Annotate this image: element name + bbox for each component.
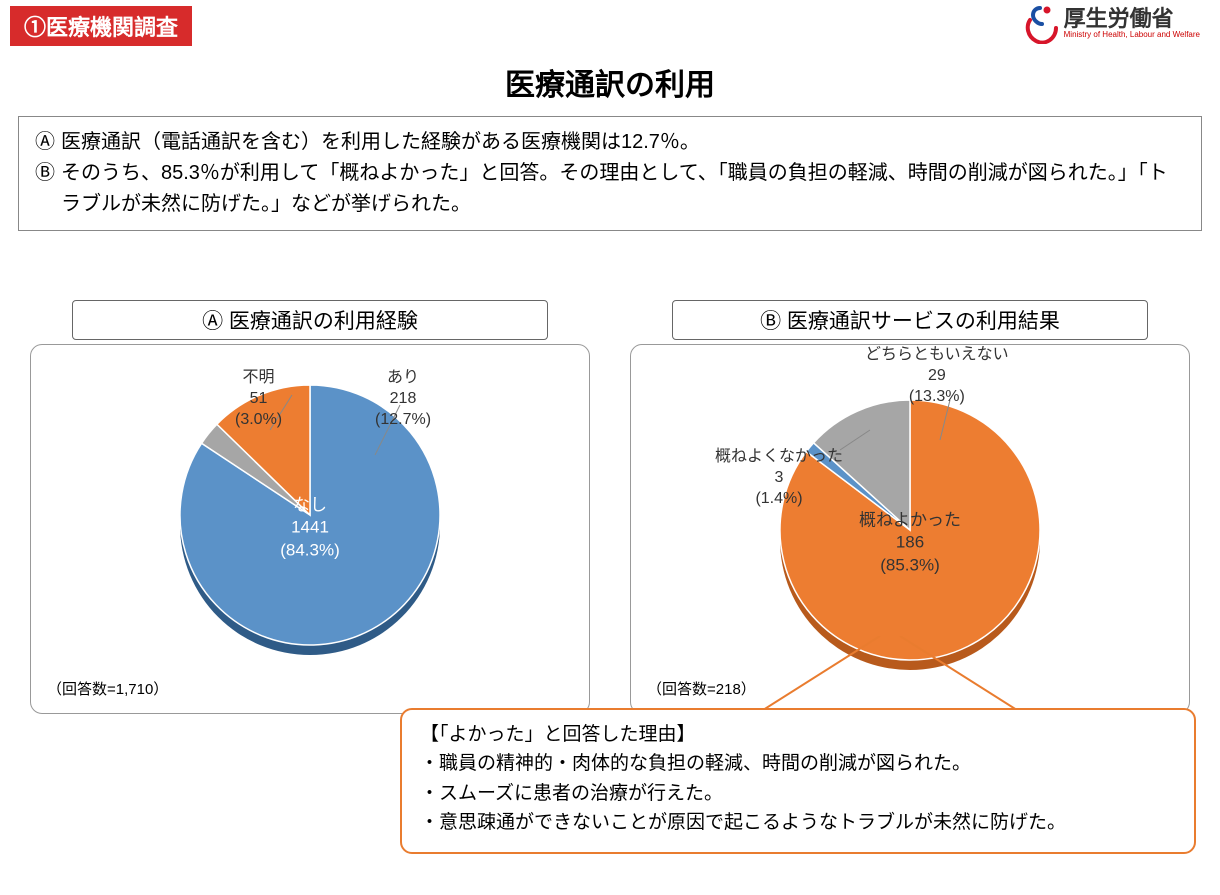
summary-a-marker: Ⓐ	[35, 127, 55, 158]
chart-b-center-2: 186	[896, 533, 924, 552]
reasons-item-2: ・意思疎通ができないことが原因で起こるようなトラブルが未然に防げた。	[420, 808, 1176, 837]
chart-a-center-3: (84.3%)	[280, 541, 340, 560]
chart-a-panel: Ⓐ 医療通訳の利用経験 なし 1441 (84.3%) 不明 51 (3.0%)…	[30, 300, 590, 714]
chart-a-label-0: 不明 51 (3.0%)	[235, 368, 282, 430]
chart-b-label-0-3: (13.3%)	[909, 388, 965, 405]
mhlw-logo: 厚生労働省 Ministry of Health, Labour and Wel…	[1024, 4, 1200, 44]
chart-b-label-0-1: どちらともいえない	[865, 346, 1009, 363]
chart-b-respondents: （回答数=218）	[647, 678, 756, 699]
chart-b-center-1: 概ねよかった	[859, 510, 961, 529]
logo-text-main: 厚生労働省	[1064, 8, 1200, 30]
chart-a-center-1: なし	[293, 495, 327, 514]
chart-a-label-1-1: あり	[387, 369, 419, 386]
survey-badge: ①医療機関調査	[10, 6, 192, 46]
reasons-item-1: ・スムーズに患者の治療が行えた。	[420, 779, 1176, 808]
chart-a-pie: なし 1441 (84.3%) 不明 51 (3.0%) あり 218 (12.…	[175, 380, 445, 650]
chart-a-label-1-2: 218	[390, 390, 417, 407]
chart-b-label-0-2: 29	[928, 367, 946, 384]
chart-a-label-0-2: 51	[250, 390, 268, 407]
chart-a-label-0-1: 不明	[243, 369, 275, 386]
chart-b-label-0: どちらともいえない 29 (13.3%)	[865, 345, 1009, 407]
chart-a-label-0-3: (3.0%)	[235, 411, 282, 428]
chart-a-label-1: あり 218 (12.7%)	[375, 368, 431, 430]
summary-a-text: 医療通訳（電話通訳を含む）を利用した経験がある医療機関は12.7％。	[61, 127, 1185, 158]
chart-b-label-1-2: 3	[775, 469, 784, 486]
chart-a-label-1-3: (12.7%)	[375, 411, 431, 428]
reasons-title: 【「よかった」と回答した理由】	[420, 720, 1176, 749]
chart-b-title: Ⓑ 医療通訳サービスの利用結果	[672, 300, 1148, 340]
chart-b-center-3: (85.3%)	[880, 556, 940, 575]
summary-b-text: そのうち、85.3％が利用して「概ねよかった」と回答。その理由として、「職員の負…	[61, 158, 1185, 220]
chart-b-pie: 概ねよかった 186 (85.3%) どちらともいえない 29 (13.3%) …	[775, 395, 1045, 665]
reasons-box: 【「よかった」と回答した理由】 ・職員の精神的・肉体的な負担の軽減、時間の削減が…	[400, 708, 1196, 854]
logo-text-sub: Ministry of Health, Labour and Welfare	[1064, 30, 1200, 40]
reasons-item-0: ・職員の精神的・肉体的な負担の軽減、時間の削減が図られた。	[420, 749, 1176, 778]
chart-b-panel: Ⓑ 医療通訳サービスの利用結果 概ねよかった 186 (85.3%) どちらとも…	[630, 300, 1190, 714]
chart-b-body: 概ねよかった 186 (85.3%) どちらともいえない 29 (13.3%) …	[630, 344, 1190, 714]
chart-b-center-label: 概ねよかった 186 (85.3%)	[859, 509, 961, 578]
summary-box: Ⓐ 医療通訳（電話通訳を含む）を利用した経験がある医療機関は12.7％。 Ⓑ そ…	[18, 116, 1202, 231]
chart-a-center-2: 1441	[291, 518, 329, 537]
chart-a-title: Ⓐ 医療通訳の利用経験	[72, 300, 548, 340]
mhlw-logo-icon	[1024, 4, 1058, 44]
chart-a-body: なし 1441 (84.3%) 不明 51 (3.0%) あり 218 (12.…	[30, 344, 590, 714]
chart-a-respondents: （回答数=1,710）	[47, 678, 168, 699]
chart-b-label-1: 概ねよくなかった 3 (1.4%)	[715, 447, 843, 509]
charts-row: Ⓐ 医療通訳の利用経験 なし 1441 (84.3%) 不明 51 (3.0%)…	[30, 300, 1190, 714]
chart-b-label-1-3: (1.4%)	[755, 490, 802, 507]
chart-a-center-label: なし 1441 (84.3%)	[280, 494, 340, 563]
chart-b-label-1-1: 概ねよくなかった	[715, 448, 843, 465]
page-title: 医療通訳の利用	[0, 60, 1220, 104]
summary-b-marker: Ⓑ	[35, 158, 55, 220]
